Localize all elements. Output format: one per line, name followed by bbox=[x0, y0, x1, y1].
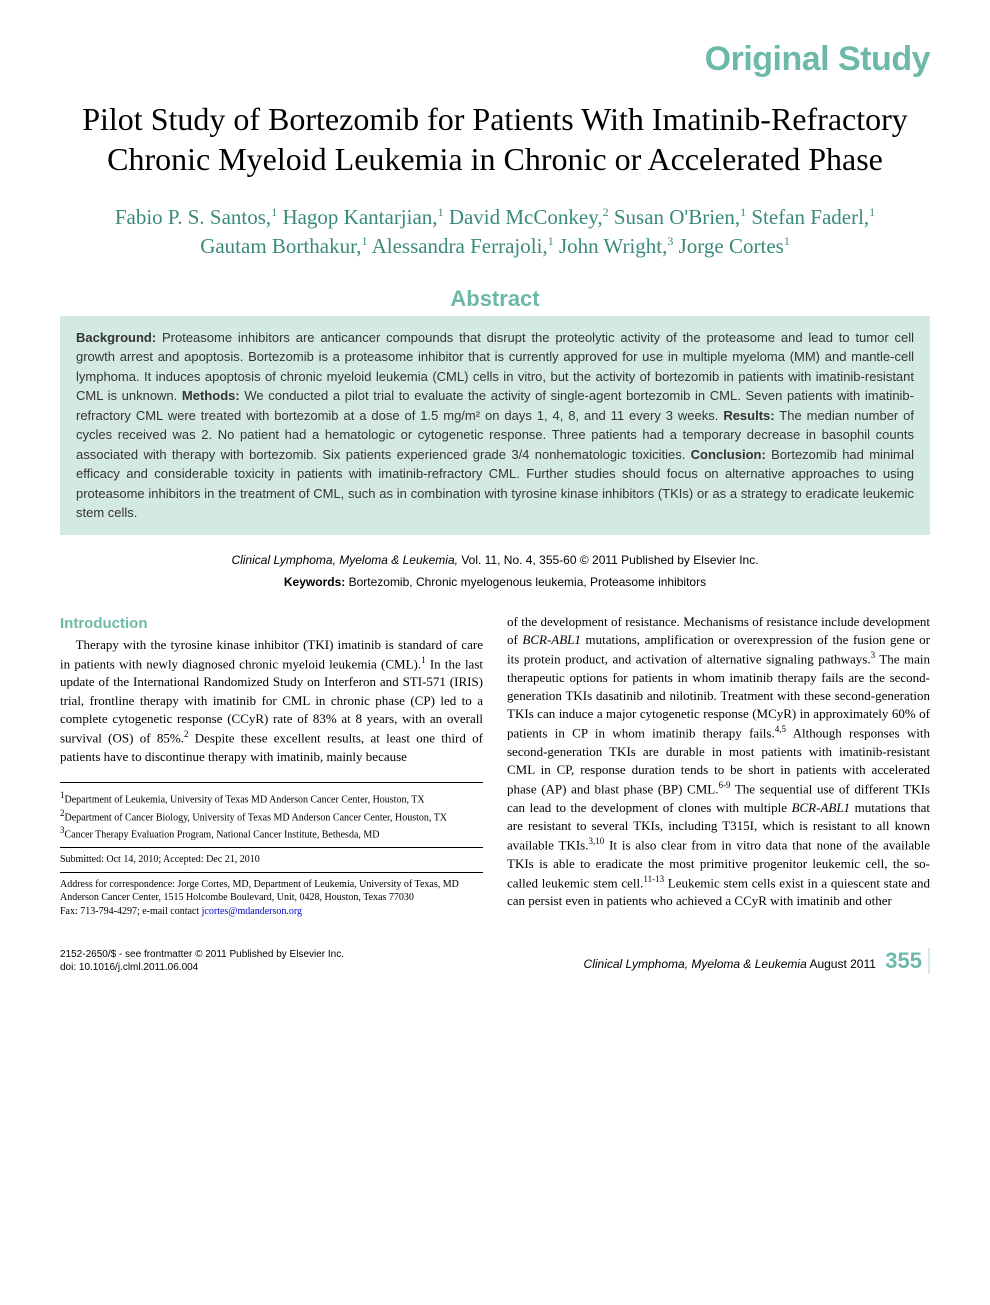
footer-copyright: 2152-2650/$ - see frontmatter © 2011 Pub… bbox=[60, 948, 344, 961]
abstract-label-background: Background: bbox=[76, 330, 156, 345]
affiliation-1: 1Department of Leukemia, University of T… bbox=[60, 789, 483, 807]
page-number: 355 bbox=[885, 948, 922, 973]
intro-para-2: of the development of resistance. Mechan… bbox=[507, 613, 930, 911]
citation-details: Vol. 11, No. 4, 355-60 © 2011 Published … bbox=[458, 553, 759, 567]
citation-line: Clinical Lymphoma, Myeloma & Leukemia, V… bbox=[60, 551, 930, 569]
affiliations-block: 1Department of Leukemia, University of T… bbox=[60, 782, 483, 918]
abstract-label-conclusion: Conclusion: bbox=[691, 447, 766, 462]
journal-name: Clinical Lymphoma, Myeloma & Leukemia, bbox=[231, 553, 458, 567]
introduction-heading: Introduction bbox=[60, 613, 483, 634]
affiliation-2: 2Department of Cancer Biology, Universit… bbox=[60, 807, 483, 825]
authors-list: Fabio P. S. Santos,1 Hagop Kantarjian,1 … bbox=[60, 203, 930, 262]
article-title: Pilot Study of Bortezomib for Patients W… bbox=[60, 99, 930, 179]
abstract-box: Background: Proteasome inhibitors are an… bbox=[60, 316, 930, 535]
column-right: of the development of resistance. Mechan… bbox=[507, 613, 930, 918]
abstract-label-methods: Methods: bbox=[182, 388, 240, 403]
footer-left: 2152-2650/$ - see frontmatter © 2011 Pub… bbox=[60, 948, 344, 974]
correspondence-block: Address for correspondence: Jorge Cortes… bbox=[60, 878, 483, 919]
footer-right: Clinical Lymphoma, Myeloma & Leukemia Au… bbox=[584, 948, 922, 974]
submission-dates: Submitted: Oct 14, 2010; Accepted: Dec 2… bbox=[60, 853, 483, 873]
keywords-line: Keywords: Bortezomib, Chronic myelogenou… bbox=[60, 575, 930, 589]
article-type-label: Original Study bbox=[60, 40, 930, 79]
abstract-heading: Abstract bbox=[60, 286, 930, 312]
affiliations-list: 1Department of Leukemia, University of T… bbox=[60, 789, 483, 848]
column-left: Introduction Therapy with the tyrosine k… bbox=[60, 613, 483, 918]
keywords-text: Bortezomib, Chronic myelogenous leukemia… bbox=[345, 575, 706, 589]
page-footer: 2152-2650/$ - see frontmatter © 2011 Pub… bbox=[60, 948, 930, 974]
footer-journal-name: Clinical Lymphoma, Myeloma & Leukemia bbox=[584, 957, 807, 971]
keywords-label: Keywords: bbox=[284, 575, 345, 589]
footer-doi: doi: 10.1016/j.clml.2011.06.004 bbox=[60, 961, 344, 974]
correspondence-address: Address for correspondence: Jorge Cortes… bbox=[60, 878, 483, 905]
correspondence-fax-email: Fax: 713-794-4297; e-mail contact jcorte… bbox=[60, 905, 483, 919]
correspondence-email-link[interactable]: jcortes@mdanderson.org bbox=[202, 906, 302, 917]
intro-para-1: Therapy with the tyrosine kinase inhibit… bbox=[60, 636, 483, 766]
affiliation-3: 3Cancer Therapy Evaluation Program, Nati… bbox=[60, 824, 483, 842]
fax-text: Fax: 713-794-4297; e-mail contact bbox=[60, 906, 202, 917]
footer-date: August 2011 bbox=[807, 957, 876, 971]
abstract-label-results: Results: bbox=[723, 408, 774, 423]
body-columns: Introduction Therapy with the tyrosine k… bbox=[60, 613, 930, 918]
